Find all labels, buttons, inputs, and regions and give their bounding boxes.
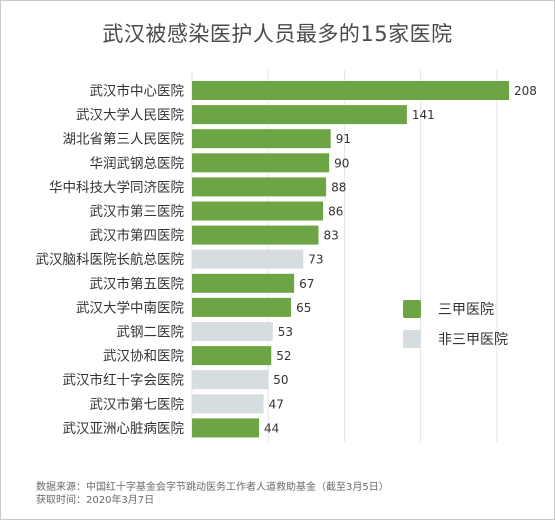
value-label: 86: [328, 205, 343, 219]
bar: [192, 81, 509, 100]
chart-footer: 数据来源：中国红十字基金会字节跳动医务工作者人道救助基金（截至3月5日） 获取时…: [36, 481, 389, 507]
bar: [192, 201, 324, 221]
bar: [192, 418, 260, 438]
category-label: 华润武钢总医院: [90, 156, 185, 172]
chart-title: 武汉被感染医护人员最多的15家医院: [102, 22, 453, 46]
bar: [192, 346, 272, 366]
bar: [192, 370, 269, 390]
category-label: 武汉大学中南医院: [76, 300, 184, 316]
bar: [192, 394, 264, 414]
bar: [192, 225, 319, 245]
value-label: 91: [336, 132, 351, 146]
bar: [192, 249, 304, 269]
category-label: 武汉市中心医院: [90, 83, 185, 100]
value-label: 50: [273, 373, 288, 387]
category-label: 武汉协和医院: [103, 349, 184, 365]
category-label: 武汉市第五医院: [90, 275, 185, 292]
category-label: 武汉市第七医院: [90, 396, 185, 413]
source-note: 数据来源：中国红十字基金会字节跳动医务工作者人道救助基金（截至3月5日）: [36, 482, 389, 493]
value-label: 141: [412, 108, 435, 122]
legend-label: 三甲医院: [438, 302, 494, 318]
category-label: 武汉市第三医院: [90, 203, 185, 220]
category-label: 武汉市红十字会医院: [63, 372, 185, 389]
bar: [192, 153, 330, 173]
category-label: 武汉大学人民医院: [76, 108, 184, 124]
category-label: 武汉市第四医院: [90, 227, 185, 244]
value-label: 53: [278, 325, 293, 339]
value-label: 52: [276, 349, 291, 363]
category-label: 华中科技大学同济医院: [49, 180, 184, 196]
category-label: 武汉脑科医院长航总医院: [36, 252, 185, 268]
value-label: 73: [308, 253, 323, 267]
bar: [192, 297, 292, 317]
legend-label: 非三甲医院: [438, 332, 508, 348]
value-label: 208: [514, 84, 537, 98]
bar: [192, 129, 331, 149]
value-label: 90: [334, 156, 349, 170]
legend-swatch: [403, 330, 421, 348]
bar: [192, 177, 327, 197]
category-label: 武钢二医院: [117, 325, 185, 341]
value-label: 47: [269, 397, 284, 411]
value-label: 67: [299, 277, 314, 291]
legend-swatch: [403, 300, 421, 318]
value-label: 83: [323, 229, 338, 243]
value-label: 88: [331, 180, 346, 194]
value-label: 65: [296, 301, 311, 315]
bar: [192, 105, 407, 125]
bar: [192, 273, 295, 293]
category-label: 湖北省第三人民医院: [63, 131, 185, 148]
category-label: 武汉亚洲心脏病医院: [63, 421, 185, 437]
bar: [192, 322, 273, 341]
value-label: 44: [264, 421, 279, 435]
retrieval-date: 获取时间：2020年3月7日: [36, 495, 155, 506]
